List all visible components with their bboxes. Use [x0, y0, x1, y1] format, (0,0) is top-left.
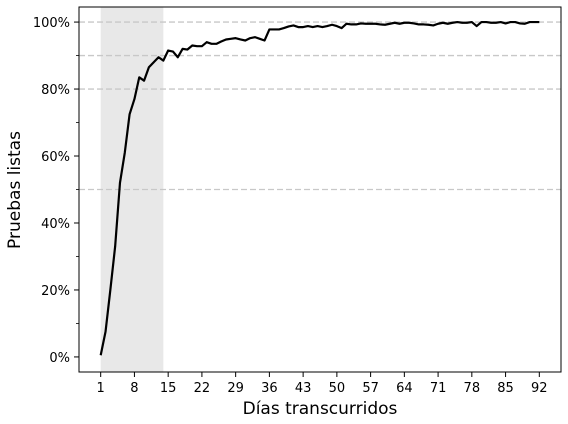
x-tick-label: 64 [396, 381, 413, 396]
y-axis-label: Pruebas listas [5, 131, 25, 249]
x-tick-label: 78 [464, 381, 481, 396]
x-tick-label: 15 [160, 381, 177, 396]
x-tick-label: 50 [329, 381, 346, 396]
y-tick-label: 60% [41, 150, 70, 165]
series-line [99, 20, 540, 356]
y-tick-label: 40% [41, 217, 70, 232]
x-tick-label: 85 [497, 381, 514, 396]
x-tick-label: 29 [227, 381, 244, 396]
y-tick-label: 80% [41, 83, 70, 98]
x-tick-label: 92 [531, 381, 548, 396]
x-tick-label: 71 [430, 381, 447, 396]
x-tick-label: 36 [261, 381, 278, 396]
y-tick-label: 0% [49, 351, 70, 366]
series-line-layer [99, 20, 540, 356]
y-tick-label: 20% [41, 284, 70, 299]
y-axis-ticks: 0% 20% 40% 60% 80% 100% [33, 16, 79, 366]
x-axis-ticks: 1 8 15 22 29 36 43 50 57 64 71 78 85 92 [97, 372, 548, 396]
x-tick-label: 1 [97, 381, 105, 396]
x-axis-label: Días transcurridos [243, 399, 398, 419]
x-tick-label: 22 [194, 381, 211, 396]
x-tick-label: 57 [362, 381, 379, 396]
x-tick-label: 8 [130, 381, 138, 396]
x-tick-label: 43 [295, 381, 312, 396]
y-tick-label: 100% [33, 16, 70, 31]
